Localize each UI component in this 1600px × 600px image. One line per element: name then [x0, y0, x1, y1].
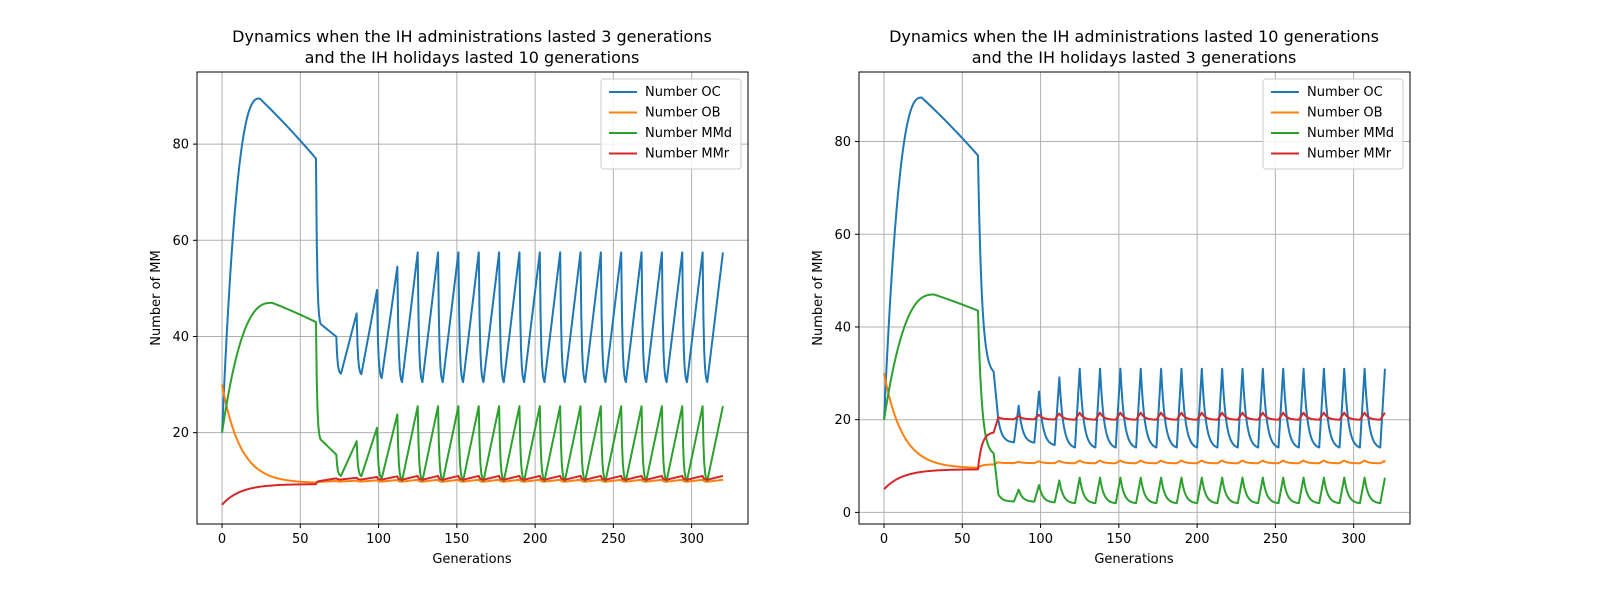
chart-left-y-tick-label: 60	[172, 234, 189, 249]
chart-right-title-line-2: and the IH holidays lasted 3 generations	[972, 48, 1297, 67]
chart-left-legend-label: Number OB	[645, 106, 721, 121]
chart-right-x-tick-label: 100	[1028, 532, 1053, 547]
chart-right-series-line-number-mmr	[883, 411, 1386, 490]
chart-left-series-line-number-ob	[221, 384, 724, 484]
chart-right-legend-label: Number MMd	[1307, 126, 1394, 141]
chart-right-x-tick-label: 50	[954, 532, 971, 547]
chart-right-x-tick-label: 0	[880, 532, 888, 547]
chart-right-legend-box	[1262, 78, 1404, 170]
chart-right-y-tick-label: 40	[834, 320, 851, 335]
chart-right-x-tick-label: 300	[1341, 532, 1366, 547]
chart-left-x-tick-label: 300	[679, 532, 704, 547]
chart-left-x-tick-label: 200	[523, 532, 548, 547]
chart-left-series-line-number-mmd	[221, 301, 724, 482]
chart-left-legend-label: Number MMd	[645, 126, 732, 141]
chart-left-x-tick-label: 100	[366, 532, 391, 547]
chart-right-series-line-number-mmd	[883, 293, 1386, 505]
chart-left-x-tick-label: 0	[218, 532, 226, 547]
chart-left-plot-frame	[196, 71, 749, 525]
chart-right-series	[883, 96, 1386, 505]
chart-right-y-tick-label: 60	[834, 228, 851, 243]
chart-left-legend-label: Number MMr	[645, 147, 730, 162]
chart-left-ticks: 0 50 100 150 200 250 300 20 40 60 80	[172, 138, 704, 547]
chart-right-ticks: 0 50 100 150 200 250 300 0 20 40 60 80	[834, 135, 1366, 547]
chart-right-y-tick-label: 80	[834, 135, 851, 150]
chart-right-legend-label: Number OC	[1307, 85, 1383, 100]
chart-right-x-axis-label: Generations	[1094, 552, 1174, 567]
chart-left-series	[221, 97, 724, 506]
chart-right-plot-frame	[858, 71, 1411, 525]
chart-left-series-line-number-oc	[221, 97, 724, 433]
chart-left-y-tick-label: 80	[172, 138, 189, 153]
chart-left-x-tick-label: 250	[601, 532, 626, 547]
chart-right-title-line-1: Dynamics when the IH administrations las…	[889, 27, 1379, 46]
chart-left-y-tick-label: 40	[172, 330, 189, 345]
chart-left-x-tick-label: 150	[444, 532, 469, 547]
chart-left-x-axis-label: Generations	[432, 552, 512, 567]
chart-right-series-line-number-ob	[883, 373, 1386, 469]
chart-right-x-tick-label: 250	[1263, 532, 1288, 547]
chart-right-legend-label: Number MMr	[1307, 147, 1392, 162]
chart-right: Dynamics when the IH administrations las…	[811, 27, 1411, 567]
chart-right-legend-label: Number OB	[1307, 106, 1383, 121]
chart-left-legend-box	[600, 78, 742, 170]
chart-left-title-line-2: and the IH holidays lasted 10 generation…	[305, 48, 640, 67]
chart-right-legend: Number OC Number OB Number MMd Number MMr	[1262, 78, 1404, 170]
chart-left-series-line-number-mmr	[221, 474, 724, 506]
chart-left-legend: Number OC Number OB Number MMd Number MMr	[600, 78, 742, 170]
chart-left-legend-label: Number OC	[645, 85, 721, 100]
chart-left-title-line-1: Dynamics when the IH administrations las…	[232, 27, 712, 46]
chart-left: Dynamics when the IH administrations las…	[149, 27, 749, 567]
chart-left-y-axis-label: Number of MM	[149, 250, 164, 345]
chart-right-y-tick-label: 20	[834, 413, 851, 428]
chart-right-series-line-number-oc	[883, 96, 1386, 449]
chart-right-x-tick-label: 150	[1106, 532, 1131, 547]
chart-left-x-tick-label: 50	[292, 532, 309, 547]
chart-right-grid	[859, 72, 1410, 524]
chart-right-x-tick-label: 200	[1185, 532, 1210, 547]
chart-right-y-axis-label: Number of MM	[811, 250, 826, 345]
chart-left-y-tick-label: 20	[172, 426, 189, 441]
chart-right-y-tick-label: 0	[843, 506, 851, 521]
